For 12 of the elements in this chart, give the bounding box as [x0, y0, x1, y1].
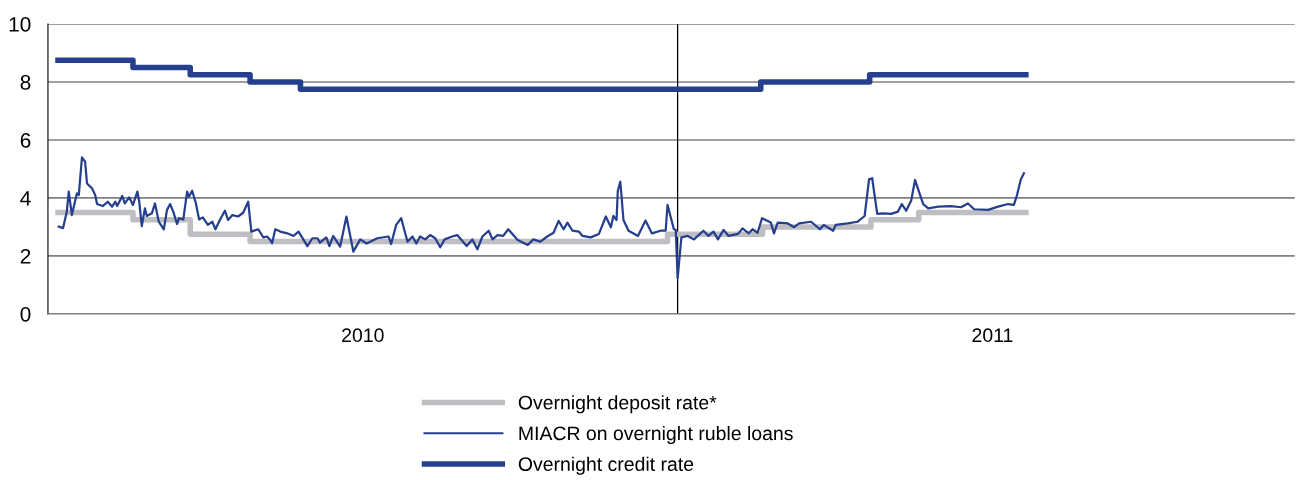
y-tick-label: 8: [20, 74, 31, 90]
line-series: [57, 156, 1026, 280]
x-tick-label: 2010: [342, 328, 384, 343]
y-tick-label: 4: [20, 191, 31, 206]
y-tick-label: 6: [20, 132, 31, 148]
legend-label: Overnight deposit rate*: [518, 395, 717, 414]
legend-label: Overnight credit rate: [518, 456, 694, 475]
x-tick-label: 2011: [972, 328, 1013, 343]
y-tick-label: 10: [9, 17, 31, 32]
y-tick-label: 2: [20, 248, 31, 264]
y-tick-label: 0: [20, 306, 31, 322]
legend-label: MIACR on overnight ruble loans: [519, 425, 793, 445]
